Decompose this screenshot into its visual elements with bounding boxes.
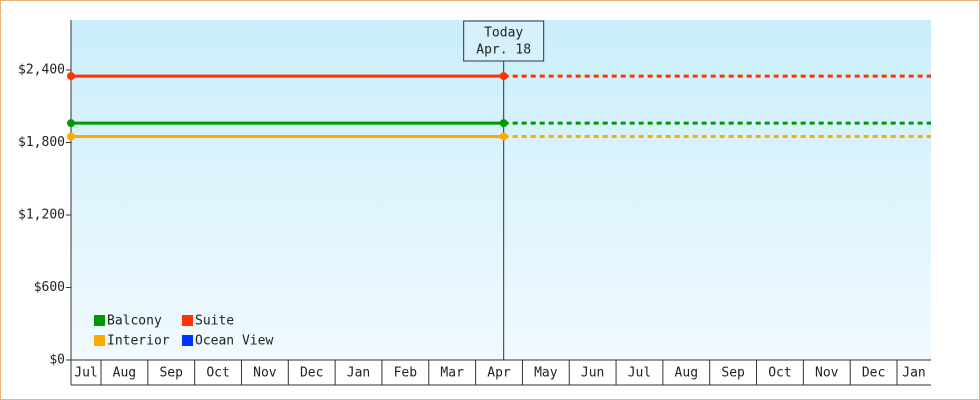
legend-label: Suite: [195, 314, 234, 329]
today-label: Today: [484, 26, 523, 41]
price-point: [67, 72, 75, 81]
x-tick-label: Nov: [253, 366, 277, 381]
x-tick-label: Nov: [815, 366, 839, 381]
y-tick-label: $0: [49, 353, 65, 368]
legend-swatch: [94, 315, 105, 326]
price-point: [67, 119, 75, 128]
x-tick-label: Aug: [675, 366, 698, 381]
price-point: [499, 119, 508, 128]
x-tick-label: Jul: [74, 366, 97, 381]
legend-label: Balcony: [107, 314, 162, 329]
legend-label: Interior: [107, 334, 170, 349]
y-tick-label: $600: [34, 280, 65, 295]
x-tick-label: Mar: [440, 366, 464, 381]
x-tick-label: Oct: [768, 366, 791, 381]
x-tick-label: Jan: [902, 366, 925, 381]
x-tick-label: Sep: [159, 366, 183, 381]
x-tick-label: Sep: [721, 366, 745, 381]
x-tick-label: Jun: [581, 366, 604, 381]
legend-label: Ocean View: [195, 334, 273, 349]
legend-swatch: [182, 335, 193, 346]
x-tick-label: Oct: [206, 366, 229, 381]
legend-swatch: [94, 335, 105, 346]
price-point: [499, 132, 508, 141]
x-tick-label: Apr: [487, 366, 511, 381]
price-point: [67, 132, 75, 141]
y-tick-label: $1,200: [18, 208, 65, 223]
x-tick-label: Jan: [347, 366, 370, 381]
today-date: Apr. 18: [476, 43, 531, 58]
x-tick-label: Feb: [394, 366, 418, 381]
y-tick-label: $2,400: [18, 63, 65, 78]
plot-area: [71, 20, 931, 360]
x-tick-label: Jul: [628, 366, 651, 381]
legend-swatch: [182, 315, 193, 326]
x-tick-label: May: [534, 366, 558, 381]
x-tick-label: Dec: [862, 366, 885, 381]
x-tick-label: Aug: [113, 366, 136, 381]
today-box: [463, 20, 545, 62]
y-tick-label: $1,800: [18, 135, 65, 150]
price-point: [499, 72, 508, 81]
x-tick-label: Dec: [300, 366, 323, 381]
